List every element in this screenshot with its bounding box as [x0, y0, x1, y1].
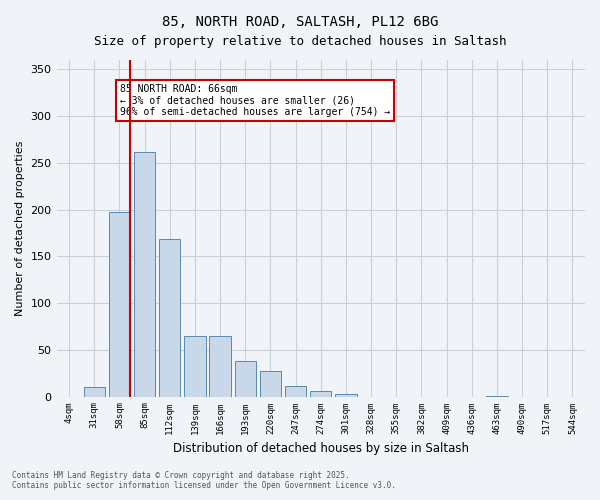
Text: Size of property relative to detached houses in Saltash: Size of property relative to detached ho…: [94, 35, 506, 48]
Bar: [310, 391, 331, 396]
Text: 85 NORTH ROAD: 66sqm
← 3% of detached houses are smaller (26)
96% of semi-detach: 85 NORTH ROAD: 66sqm ← 3% of detached ho…: [120, 84, 390, 117]
Bar: [184, 336, 206, 396]
Text: Contains HM Land Registry data © Crown copyright and database right 2025.
Contai: Contains HM Land Registry data © Crown c…: [12, 470, 396, 490]
Bar: [285, 386, 307, 396]
Bar: [109, 212, 130, 396]
X-axis label: Distribution of detached houses by size in Saltash: Distribution of detached houses by size …: [173, 442, 469, 455]
Bar: [134, 152, 155, 396]
Bar: [235, 361, 256, 396]
Bar: [159, 240, 181, 396]
Bar: [335, 394, 356, 396]
Text: 85, NORTH ROAD, SALTASH, PL12 6BG: 85, NORTH ROAD, SALTASH, PL12 6BG: [162, 15, 438, 29]
Y-axis label: Number of detached properties: Number of detached properties: [15, 140, 25, 316]
Bar: [209, 336, 231, 396]
Bar: [260, 372, 281, 396]
Bar: [83, 387, 105, 396]
